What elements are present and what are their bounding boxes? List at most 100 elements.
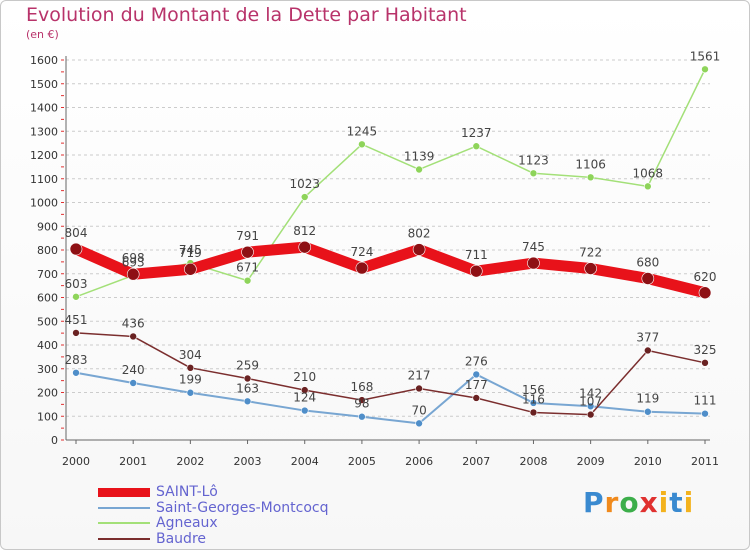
point-agneaux-2010 [644,182,652,191]
data-label-baudre-2000: 451 [65,313,88,327]
chart-subtitle: (en €) [26,28,59,41]
point-saint-georges-montcocq-2004 [300,406,309,415]
legend-swatch-agneaux [98,522,150,524]
point-saint-l-2005 [355,261,369,275]
data-label-saint-georges-montcocq-2007: 276 [465,354,488,368]
legend-swatch-saint-lo [98,487,150,497]
point-baudre-2001 [129,332,137,341]
point-agneaux-2009 [586,173,595,182]
y-tick-label-300: 300 [37,363,58,376]
x-tick-label-2009: 2009 [577,455,605,468]
data-label-saint-l-2009: 722 [579,246,602,260]
data-label-saint-georges-montcocq-2002: 199 [179,373,202,387]
x-tick-label-2008: 2008 [519,455,547,468]
data-label-saint-l-2002: 719 [179,246,202,260]
data-label-agneaux-2008: 1123 [518,153,549,167]
data-label-agneaux-2007: 1237 [461,126,492,140]
x-tick-label-2001: 2001 [119,455,147,468]
data-label-saint-l-2003: 791 [236,229,259,243]
legend-item-baudre: Baudre [98,531,206,547]
data-label-baudre-2003: 259 [236,358,259,372]
x-tick-label-2004: 2004 [291,455,319,468]
legend-label-agneaux: Agneaux [156,515,218,531]
legend-item-agneaux: Agneaux [98,515,218,531]
point-saint-georges-montcocq-2007 [472,370,481,379]
data-label-saint-georges-montcocq-2004: 124 [293,391,316,405]
point-saint-l-2008 [527,256,540,270]
point-baudre-2007 [472,394,481,402]
point-baudre-2010 [644,346,652,355]
data-label-agneaux-2002: 745 [179,243,202,257]
data-label-agneaux-2011: 1561 [690,49,721,63]
y-tick-label-400: 400 [37,339,58,352]
series-line-saint-georges-montcocq [75,371,706,425]
point-baudre-2006 [415,384,423,393]
legend-label-saint-georges-montcocq: Saint-Georges-Montcocq [156,500,329,516]
point-saint-l-2011 [698,286,712,300]
legend-swatch-saint-georges-montcocq [98,507,150,509]
data-label-saint-georges-montcocq-2008: 156 [522,383,545,397]
point-saint-l-2004 [298,240,312,254]
data-label-baudre-2001: 436 [122,316,145,330]
legend-swatch-baudre [98,538,150,540]
point-agneaux-2004 [300,193,309,201]
point-baudre-2011 [701,359,709,367]
data-label-saint-georges-montcocq-2010: 119 [636,392,659,406]
y-tick-label-200: 200 [37,387,58,400]
y-tick-label-1600: 1600 [30,54,58,67]
data-label-saint-l-2010: 680 [636,256,659,270]
proxiti-logo: Proxiti [583,486,695,519]
data-label-saint-l-2004: 812 [293,224,316,238]
legend-item-saint-lo: SAINT-Lô [98,484,218,500]
x-tick-label-2000: 2000 [62,455,90,468]
point-saint-l-2010 [641,272,655,285]
point-saint-georges-montcocq-2006 [415,419,423,428]
point-baudre-2008 [529,408,538,417]
data-label-agneaux-2010: 1068 [633,166,664,180]
x-tick-label-2002: 2002 [176,455,204,468]
point-saint-georges-montcocq-2009 [586,402,595,411]
point-saint-georges-montcocq-2010 [644,407,652,416]
series-line-saint-l [70,241,711,299]
x-tick-label-2003: 2003 [234,455,262,468]
legend-label-baudre: Baudre [156,531,207,547]
data-label-saint-l-2008: 745 [522,240,545,254]
data-label-agneaux-2004: 1023 [289,177,320,191]
point-saint-l-2009 [584,262,597,275]
point-saint-georges-montcocq-2001 [129,379,137,387]
point-saint-georges-montcocq-2008 [529,399,538,407]
x-tick-label-2007: 2007 [462,455,490,468]
data-label-saint-l-2000: 804 [65,226,88,240]
point-saint-georges-montcocq-2002 [186,388,195,397]
data-label-baudre-2007: 177 [465,378,488,392]
data-label-agneaux-2005: 1245 [347,124,378,138]
x-tick-label-2010: 2010 [634,455,662,468]
y-tick-label-900: 900 [37,220,58,233]
data-label-baudre-2009: 107 [579,395,602,409]
point-saint-l-2000 [69,242,83,256]
data-label-saint-georges-montcocq-2009: 142 [579,386,602,400]
data-label-baudre-2011: 325 [694,343,717,357]
data-label-saint-georges-montcocq-2005: 98 [354,397,369,411]
point-saint-georges-montcocq-2000 [72,368,80,377]
data-label-saint-l-2001: 698 [122,251,145,265]
x-tick-label-2006: 2006 [405,455,433,468]
data-label-agneaux-2003: 671 [236,261,259,275]
y-tick-label-1200: 1200 [30,149,58,162]
point-agneaux-2000 [72,292,80,301]
point-saint-georges-montcocq-2011 [701,409,709,418]
x-tick-label-2005: 2005 [348,455,376,468]
point-saint-l-2007 [469,264,483,278]
data-label-saint-georges-montcocq-2003: 163 [236,381,259,395]
point-saint-georges-montcocq-2005 [358,412,366,421]
data-label-saint-l-2011: 620 [694,270,717,284]
data-label-saint-l-2007: 711 [465,248,488,262]
data-label-saint-georges-montcocq-2011: 111 [694,394,717,408]
legend-label-saint-lo: SAINT-Lô [156,484,218,500]
y-tick-label-1300: 1300 [30,125,58,138]
data-label-baudre-2008: 116 [522,392,545,406]
data-label-baudre-2004: 210 [293,370,316,384]
point-saint-l-2006 [412,243,426,256]
y-tick-label-1000: 1000 [30,197,58,210]
